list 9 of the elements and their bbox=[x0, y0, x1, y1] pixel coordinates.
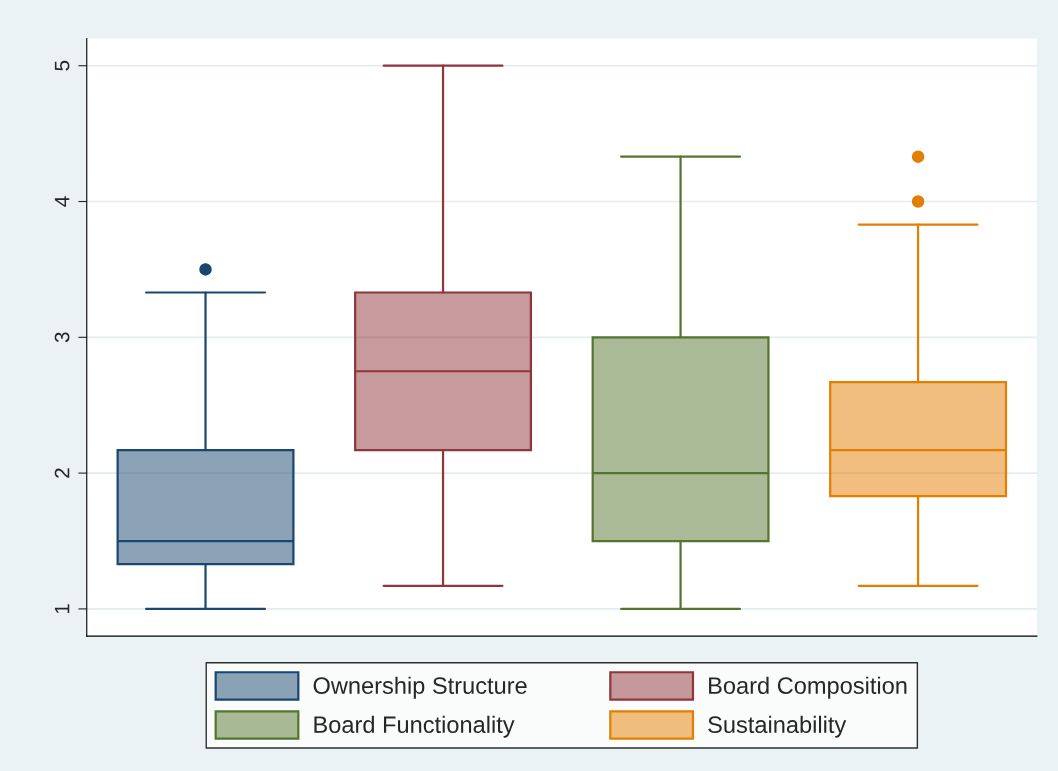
legend-label: Board Functionality bbox=[314, 715, 515, 738]
y-tick-label: 5 bbox=[54, 60, 70, 71]
y-tick-label: 2 bbox=[54, 468, 70, 478]
legend-label: Sustainability bbox=[708, 715, 847, 738]
y-tick-label: 3 bbox=[54, 332, 70, 343]
legend-label: Board Composition bbox=[709, 676, 907, 699]
y-tick-label: 1 bbox=[54, 604, 70, 614]
y-tick-label: 4 bbox=[54, 196, 70, 207]
legend-label: Ownership Structure bbox=[313, 676, 527, 699]
